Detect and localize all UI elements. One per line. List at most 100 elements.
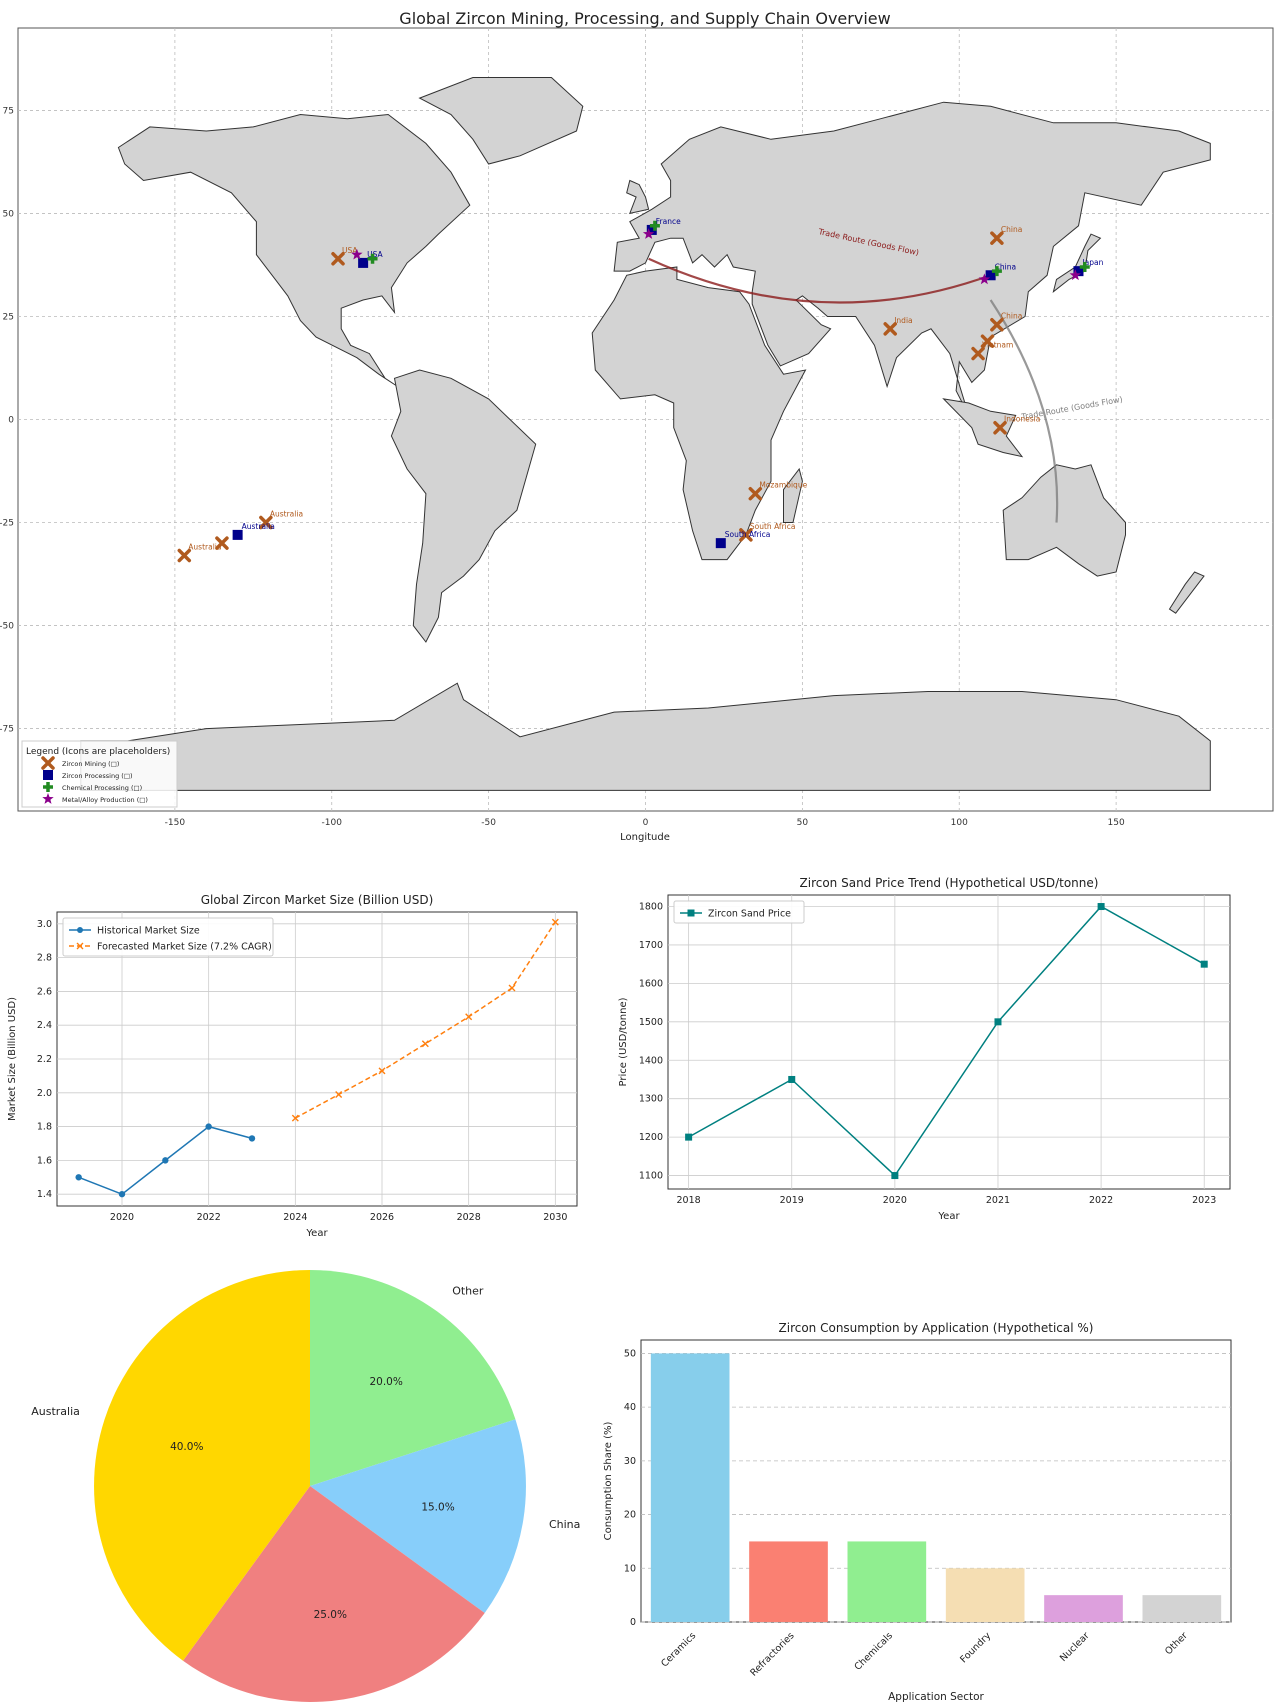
x-tick-label: 2023 — [1192, 1195, 1216, 1206]
legend-entry-label: Zircon Mining (□) — [62, 760, 119, 768]
x-tick-label: Chemicals — [853, 1630, 895, 1672]
map-panel: Global Zircon Mining, Processing, and Su… — [0, 0, 1279, 850]
map-y-tick-label: 25 — [3, 312, 14, 322]
metal-marker — [642, 228, 655, 239]
pie-panel: 20.0% Other 15.0% China 25.0% 40.0% Australia — [0, 1250, 600, 1706]
bar — [847, 1541, 927, 1622]
x-axis-label: Year — [937, 1211, 960, 1222]
map-land — [80, 77, 1211, 791]
y-tick-label: 2.2 — [37, 1054, 52, 1065]
y-tick-label: 1800 — [639, 902, 663, 913]
mining-marker-label: India — [894, 316, 912, 325]
data-point — [378, 1067, 386, 1075]
x-axis-label: Application Sector — [888, 1691, 984, 1703]
legend-entry-label: Zircon Processing (□) — [62, 772, 133, 780]
y-tick-label: 0 — [630, 1617, 636, 1628]
chemical-marker — [1079, 262, 1090, 273]
map-y-tick-label: -75 — [0, 725, 14, 735]
x-tick-label: Nuclear — [1058, 1630, 1092, 1664]
mining-marker-label: Vietnam — [982, 341, 1013, 350]
data-point — [891, 1172, 899, 1180]
metal-marker — [1069, 269, 1081, 281]
y-tick-label: 2.4 — [37, 1020, 52, 1031]
y-tick-label: 1.4 — [37, 1189, 52, 1200]
y-tick-label: 1100 — [639, 1171, 663, 1182]
processing-marker-label: Australia — [242, 522, 275, 531]
x-tick-label: 2024 — [283, 1212, 307, 1223]
mining-marker-label: China — [1001, 312, 1022, 321]
x-tick-label: 2020 — [110, 1212, 134, 1223]
bar — [1142, 1595, 1222, 1622]
processing-marker — [715, 538, 726, 549]
processing-marker — [232, 529, 243, 540]
pie-category-label: Australia — [31, 1405, 80, 1418]
legend-label: Zircon Sand Price — [708, 909, 791, 920]
map-ticks: -150 -100 -50 0 50 100 150 75 50 25 0 -25 -50 -75 — [0, 106, 1125, 828]
bar — [650, 1353, 730, 1622]
y-tick-label: 1.8 — [37, 1122, 52, 1133]
y-tick-label: 1700 — [639, 940, 663, 951]
data-point — [1097, 903, 1105, 911]
chemical-marker — [367, 253, 378, 264]
data-point — [508, 984, 516, 992]
data-point — [788, 1075, 796, 1083]
bar — [945, 1568, 1025, 1622]
land-uk — [626, 179, 650, 215]
legend-chemical-icon — [43, 782, 53, 792]
legend-marker — [687, 909, 695, 917]
land-north-america — [117, 113, 471, 387]
legend-box — [62, 917, 274, 957]
x-tick-label: Refractories — [748, 1630, 796, 1678]
map-y-tick-label: 75 — [3, 106, 14, 116]
processing-marker-label: China — [995, 262, 1016, 271]
map-legend: Legend (Icons are placeholders) Zircon Mi… — [21, 740, 178, 808]
trade-route-line — [648, 257, 991, 304]
mining-marker-label: Mozambique — [759, 481, 807, 490]
map-markers: Australia Australia USA Mozambique South Afr… — [177, 217, 1104, 563]
map-x-axis-label: Longitude — [620, 832, 670, 843]
pie-value-label: 15.0% — [421, 1501, 454, 1513]
plot-frame — [640, 1339, 1232, 1623]
map-y-tick-label: 50 — [3, 209, 15, 219]
legend-box — [673, 900, 805, 924]
processing-marker-label: Japan — [1081, 258, 1103, 267]
x-tick-label: 2030 — [543, 1212, 567, 1223]
processing-marker-label: France — [656, 217, 681, 226]
map-y-tick-label: -50 — [0, 622, 14, 632]
mining-marker — [739, 528, 753, 542]
legend-mining-icon — [41, 756, 55, 770]
map-y-tick-label: -25 — [0, 519, 14, 529]
x-tick-label: 2022 — [1089, 1195, 1113, 1206]
x-tick-label: 2018 — [677, 1195, 701, 1206]
processing-marker — [985, 270, 996, 281]
y-tick-label: 2.6 — [37, 986, 52, 997]
map-x-tick-label: -150 — [165, 818, 186, 828]
land-new-zealand — [1168, 571, 1205, 614]
price-trend-chart: Zircon Sand Price Trend (Hypothetical US… — [618, 876, 1231, 1222]
pie-slice — [310, 1419, 526, 1613]
data-point — [685, 1133, 693, 1141]
legend-marker — [77, 927, 83, 933]
legend-marker — [76, 942, 84, 950]
mining-marker — [990, 317, 1004, 332]
mining-marker — [259, 515, 273, 530]
x-tick-label: 2022 — [197, 1212, 221, 1223]
mining-marker — [177, 548, 192, 563]
mining-marker — [993, 420, 1007, 435]
chemical-marker — [649, 220, 660, 231]
map-x-tick-label: 150 — [1108, 818, 1125, 828]
price-panel: Zircon Sand Price Trend (Hypothetical US… — [600, 855, 1279, 1240]
map-x-tick-label: -100 — [322, 818, 343, 828]
y-tick-label: 1400 — [639, 1055, 663, 1066]
legend-entry-label: Chemical Processing (□) — [62, 784, 142, 792]
land-eurasia — [613, 101, 1211, 416]
y-tick-label: 1200 — [639, 1132, 663, 1143]
land-south-america — [390, 369, 537, 643]
land-antarctica — [80, 682, 1211, 791]
market-size-chart: Global Zircon Market Size (Billion USD) 2… — [7, 893, 578, 1239]
pie-category-label: China — [549, 1518, 580, 1531]
plot-frame — [667, 894, 1231, 1190]
data-point — [994, 1018, 1002, 1026]
legend-metal-icon — [42, 793, 54, 804]
x-tick-label: 2021 — [986, 1195, 1010, 1206]
